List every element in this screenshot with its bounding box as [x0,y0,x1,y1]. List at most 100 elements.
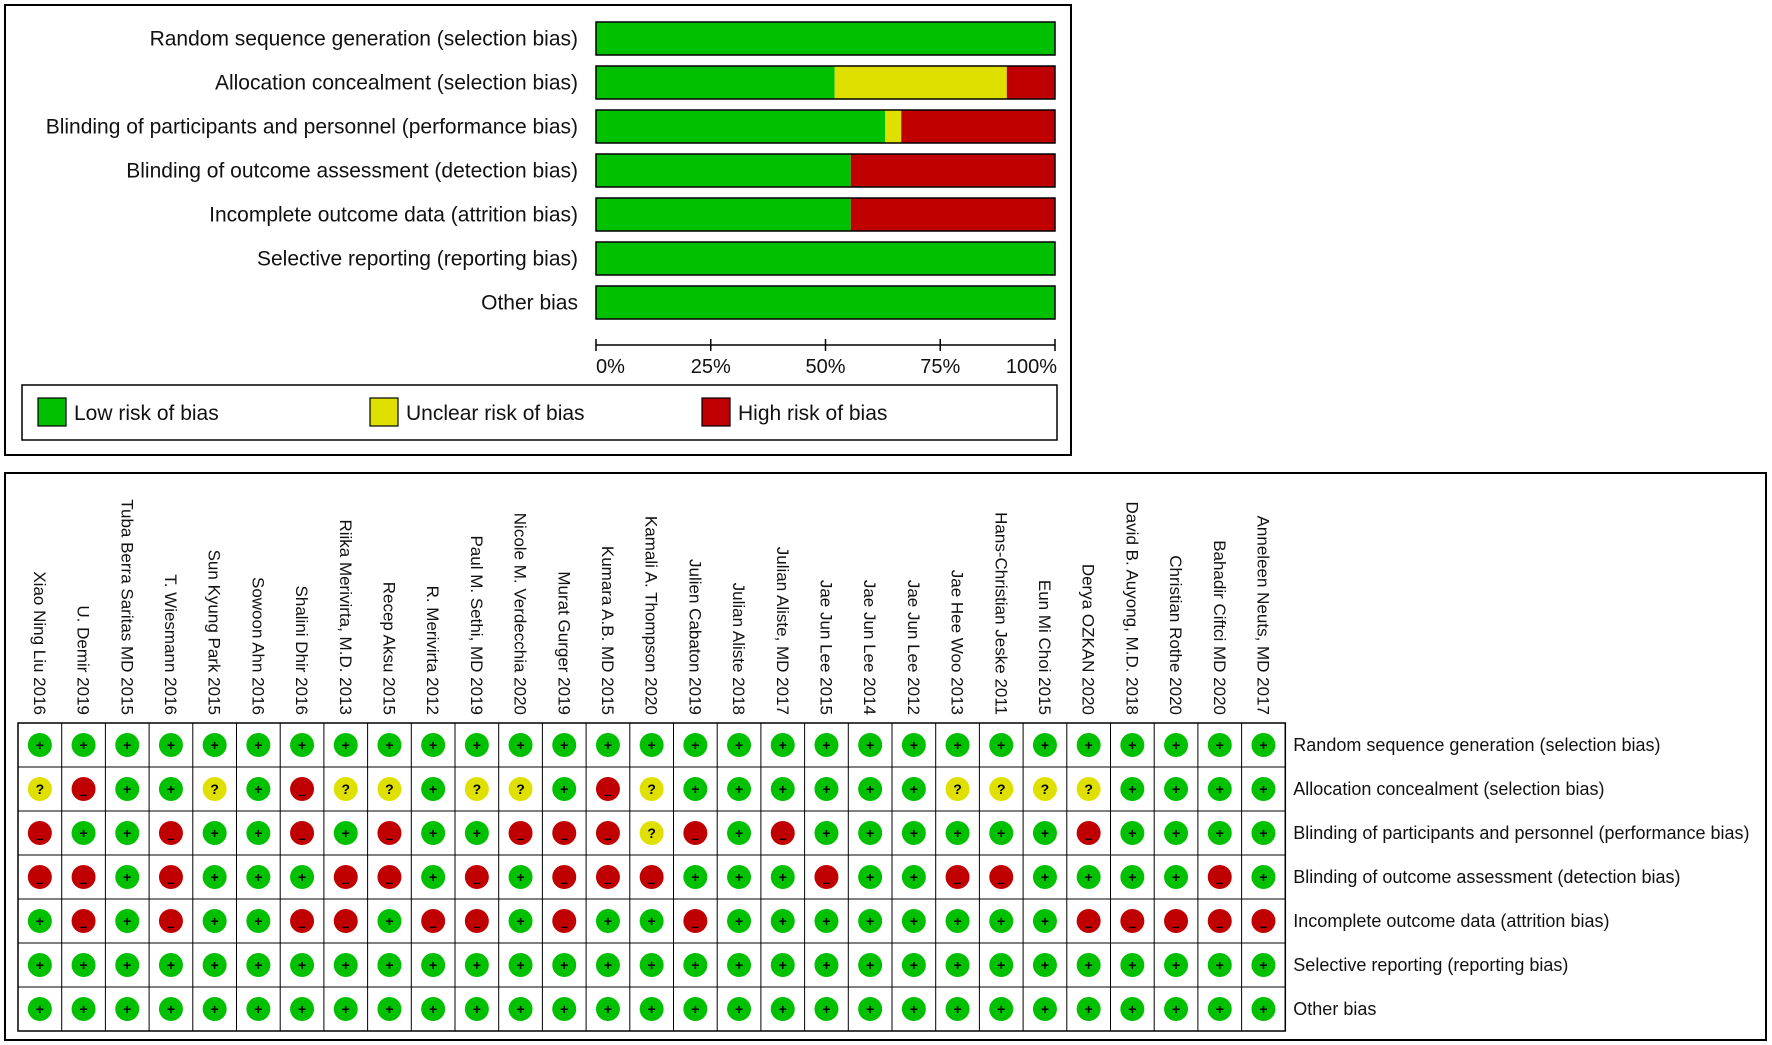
rating-symbol: ? [516,781,525,797]
study-label: Nicole M. Verdecchia 2020 [511,513,530,715]
rating-symbol: + [1041,737,1049,753]
rating-symbol: – [36,875,43,890]
rating-cell: + [27,909,52,933]
rating-symbol: – [298,919,305,934]
rating-symbol: + [254,869,262,885]
rating-symbol: + [866,957,874,973]
rating-symbol: + [473,957,481,973]
rating-symbol: + [779,957,787,973]
rating-mark [552,865,577,889]
rating-cell: + [770,997,795,1021]
rating-symbol: + [385,737,393,753]
rating-symbol: + [36,913,44,929]
rating-cell: – [377,821,402,846]
rating-cell: + [421,953,446,977]
rating-mark [1120,865,1145,889]
rating-mark [858,865,883,889]
rating-cell: – [421,909,446,934]
rating-mark [595,821,620,845]
rating-mark [464,997,489,1021]
rating-mark [945,777,970,801]
study-label: Kumara A.B. MD 2015 [598,546,617,715]
rating-mark [989,997,1014,1021]
rating-mark [727,953,752,977]
rating-symbol: + [953,1001,961,1017]
rating-symbol: + [1041,869,1049,885]
rating-symbol: + [560,957,568,973]
rating-mark [901,865,926,889]
rating-symbol: + [910,957,918,973]
study-label: Jae Jun Lee 2015 [816,580,835,715]
rating-cell: + [508,865,533,889]
rating-mark [1164,909,1189,933]
rating-mark [246,821,271,845]
rating-symbol: + [342,737,350,753]
rating-mark [202,821,227,845]
rating-symbol: + [648,737,656,753]
rating-cell: + [989,953,1014,977]
rating-symbol: + [735,737,743,753]
summary-panel-frame [4,4,1072,456]
study-label: Paul M. Sethi, MD 2019 [467,535,486,715]
rating-mark [770,997,795,1021]
bar-segment-low-risk-of-bias [596,286,1055,319]
rating-symbol: + [691,781,699,797]
rating-mark [1207,777,1232,801]
rating-cell: + [158,997,183,1021]
rating-mark [1120,777,1145,801]
rating-cell: + [595,733,620,757]
rating-cell: + [683,733,708,757]
rating-symbol: + [779,1001,787,1017]
rating-mark [552,733,577,757]
rating-symbol: + [211,825,219,841]
rating-cell: + [945,821,970,845]
rating-symbol: – [430,919,437,934]
rating-symbol: + [648,913,656,929]
rating-mark [27,909,52,933]
study-label: Derya OZKAN 2020 [1079,564,1098,715]
rating-mark [683,953,708,977]
rating-cell: – [1076,821,1101,846]
study-label: T. Wiesmann 2016 [161,574,180,715]
rating-cell: + [421,733,446,757]
rating-symbol: + [866,737,874,753]
rating-cell: + [115,733,140,757]
rating-symbol: + [1172,1001,1180,1017]
rating-mark [1207,733,1232,757]
domain-label: Selective reporting (reporting bias) [1293,955,1568,975]
rating-cell: – [1251,909,1276,934]
rating-cell: ? [202,777,227,801]
rating-mark [115,997,140,1021]
rating-symbol: + [1172,737,1180,753]
rating-mark [508,733,533,757]
rating-mark [1076,821,1101,845]
rating-cell: – [333,865,358,890]
rating-mark [639,909,664,933]
rating-cell: + [639,909,664,933]
rating-mark [377,865,402,889]
rating-mark [158,909,183,933]
rating-mark [552,777,577,801]
rating-cell: – [508,821,533,846]
rating-cell: + [333,997,358,1021]
rating-cell: + [1164,733,1189,757]
rating-cell: ? [989,777,1014,801]
bar-outline [595,241,1056,276]
rating-mark [552,821,577,845]
rating-cell: + [115,821,140,845]
rating-mark [377,821,402,845]
bar-segment-high-risk-of-bias [850,154,1055,187]
rating-symbol: – [517,831,524,846]
rating-mark [858,997,883,1021]
rating-cell: ? [508,777,533,801]
rating-cell: + [421,997,446,1021]
rating-symbol: + [1085,957,1093,973]
rating-symbol: + [211,913,219,929]
rating-cell: – [464,865,489,890]
rating-cell: + [115,953,140,977]
rating-symbol: + [560,781,568,797]
study-label: Julian Aliste, MD 2017 [773,547,792,715]
bar-category-label: Blinding of outcome assessment (detectio… [126,160,578,183]
study-label: Julian Aliste 2018 [729,583,748,715]
rating-symbol: + [429,825,437,841]
